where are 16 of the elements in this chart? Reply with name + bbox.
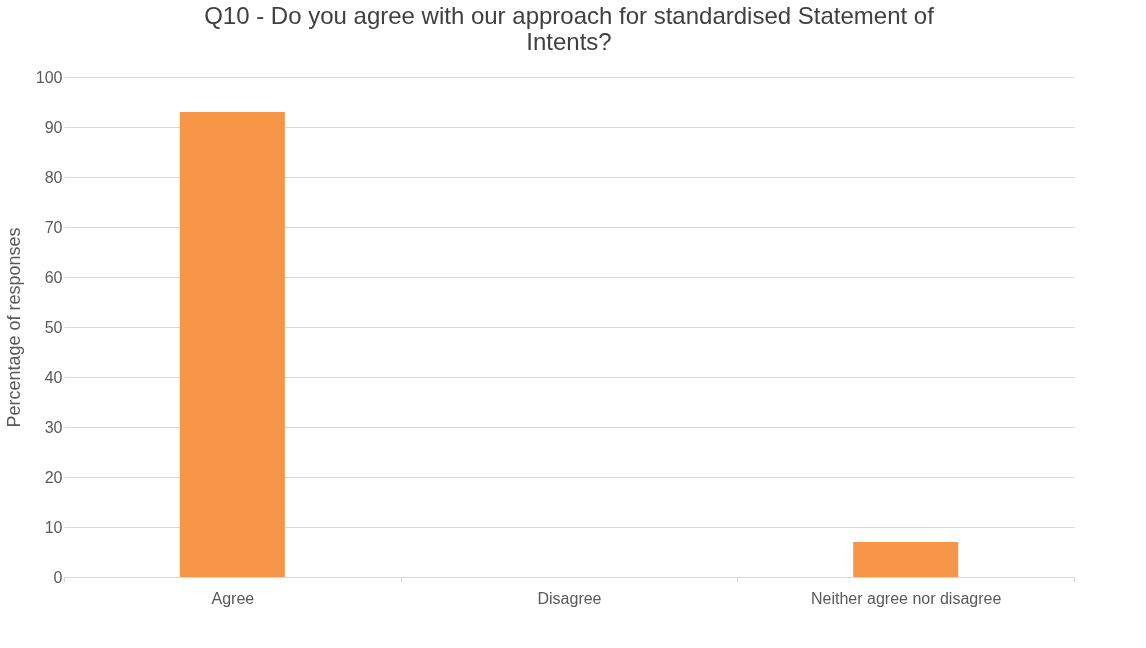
y-tick-label: 50 (44, 318, 63, 336)
y-tick-label: 20 (44, 468, 63, 486)
x-tick-label: Disagree (537, 589, 602, 607)
y-tick-label: 60 (44, 268, 63, 286)
y-tick-label: 10 (44, 518, 63, 536)
y-tick-label: 40 (44, 368, 63, 386)
y-tick-label: 70 (44, 218, 63, 236)
x-tick-label: Agree (211, 589, 255, 607)
y-tick-label: 30 (44, 418, 63, 436)
y-tick-label: 100 (35, 68, 63, 86)
y-tick-label: 80 (44, 168, 63, 186)
chart-title: Q10 - Do you agree with our approach for standardised Statement of Intents? (204, 2, 935, 55)
y-tick-label: 90 (44, 118, 63, 136)
y-tick-label: 0 (53, 568, 63, 586)
x-tick-label: Neither agree nor disagree (810, 589, 1002, 607)
y-axis-title: Percentage of responses (3, 227, 24, 428)
